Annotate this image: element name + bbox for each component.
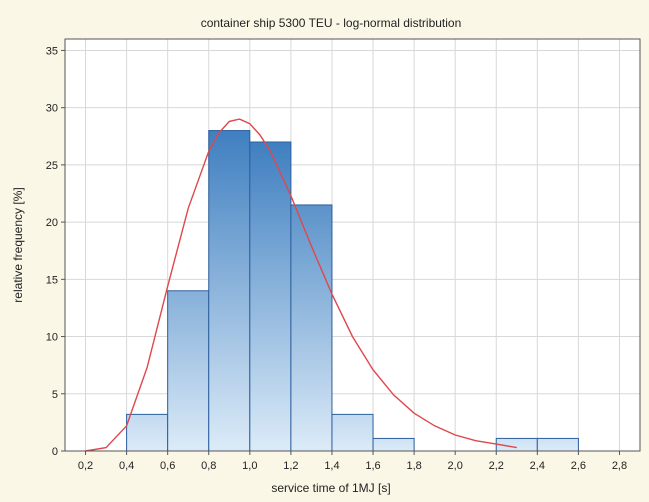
histogram-bar <box>208 130 251 452</box>
x-tick-label: 1,4 <box>324 460 339 472</box>
x-axis-label: service time of 1MJ [s] <box>271 481 390 495</box>
x-tick-label: 2,8 <box>612 460 627 472</box>
x-tick-label: 0,6 <box>160 460 175 472</box>
x-tick-label: 1,0 <box>242 460 257 472</box>
x-tick-label: 2,0 <box>448 460 463 472</box>
y-tick-label: 0 <box>52 446 58 458</box>
x-tick-label: 1,6 <box>365 460 380 472</box>
x-tick-label: 1,2 <box>283 460 298 472</box>
y-tick-label: 5 <box>52 389 58 401</box>
x-tick-label: 0,4 <box>119 460 134 472</box>
plot-frame <box>64 38 641 452</box>
x-tick-label: 2,4 <box>530 460 545 472</box>
y-tick-label: 10 <box>46 332 58 344</box>
histogram-bar <box>331 413 374 452</box>
x-tick-label: 1,8 <box>406 460 421 472</box>
x-tick-label: 0,2 <box>78 460 93 472</box>
y-tick-label: 20 <box>46 217 58 229</box>
histogram-bar <box>372 437 415 452</box>
y-tick-label: 25 <box>46 160 58 172</box>
histogram-bar <box>536 437 579 452</box>
y-tick-label: 30 <box>46 103 58 115</box>
histogram-bar <box>126 413 169 452</box>
x-tick-label: 2,2 <box>489 460 504 472</box>
histogram-bar <box>249 141 292 452</box>
fit-curve-layer <box>85 118 517 452</box>
bars <box>126 130 579 452</box>
log-normal-fit-curve <box>85 118 517 452</box>
histogram-bar <box>167 290 210 452</box>
chart-title: container ship 5300 TEU - log-normal dis… <box>201 16 462 30</box>
y-axis-label: relative frequency [%] <box>11 187 25 302</box>
x-tick-label: 2,6 <box>571 460 586 472</box>
y-tick-label: 15 <box>46 274 58 286</box>
plot-area <box>64 38 641 452</box>
y-tick-label: 35 <box>46 45 58 57</box>
axes: 0,2 0,4 0,6 0,8 1,0 1,2 1,4 1,6 1,8 2,0 2,2 2,4 2,6 2… <box>46 38 641 472</box>
histogram-bar <box>290 204 333 452</box>
x-tick-label: 0,8 <box>201 460 216 472</box>
